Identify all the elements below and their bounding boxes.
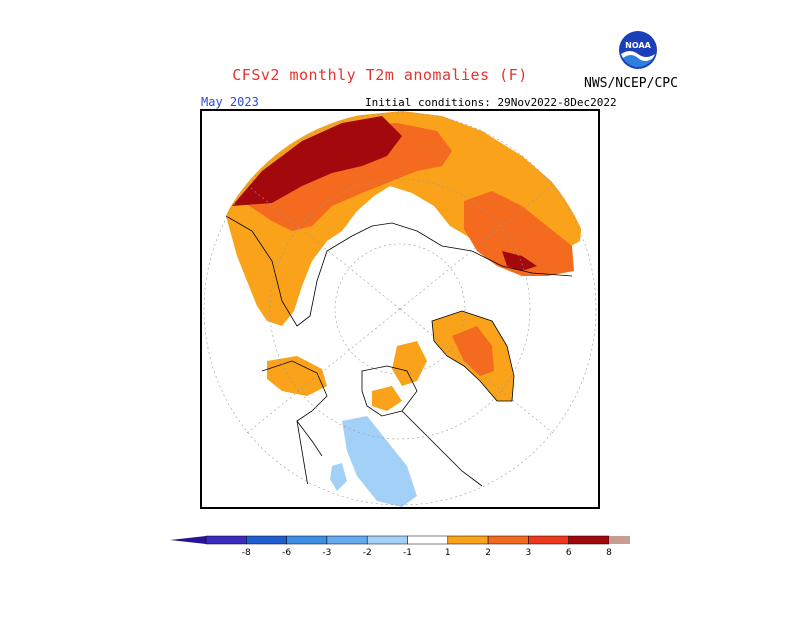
colorbar-swatch: [407, 535, 449, 545]
colorbar-tick-label: 3: [525, 548, 532, 558]
colorbar-tick-label: -3: [322, 548, 332, 558]
colorbar-swatch: [205, 535, 247, 545]
colorbar-tick-label: -1: [403, 548, 412, 558]
anomaly-region-europe-6: [502, 251, 537, 271]
anomaly-region-asia-3: [242, 123, 452, 231]
map-panel: [200, 109, 600, 509]
colorbar-tick-label: 6: [565, 548, 572, 558]
anomaly-region-pacific-cool: [342, 416, 417, 507]
colorbar-swatch: [487, 535, 529, 545]
colorbar-swatch: [286, 535, 328, 545]
anomaly-region-asia-6: [232, 116, 402, 206]
colorbar-high-swatch: [609, 536, 630, 544]
initial-conditions: Initial conditions: 29Nov2022-8Dec2022: [365, 96, 617, 109]
colorbar-tick-label: -8: [241, 548, 251, 558]
colorbar-swatch: [447, 535, 489, 545]
anomaly-region-alaska: [267, 356, 327, 396]
colorbar-low-end: [170, 536, 206, 544]
colorbar-tick-label: -2: [362, 548, 372, 558]
anomaly-region-canada-arctic: [392, 341, 427, 386]
anomaly-region-europe: [464, 191, 574, 276]
color-scale-bar: [170, 535, 630, 545]
colorbar-swatch: [326, 535, 368, 545]
polar-map: [203, 111, 597, 507]
coastlines: [225, 215, 573, 507]
graticule: [203, 112, 597, 506]
chart-title: CFSv2 monthly T2m anomalies (F): [232, 66, 528, 84]
noaa-logo-icon: NOAA: [619, 31, 657, 69]
colorbar-tick-label: 8: [606, 548, 612, 558]
agency-label: NWS/NCEP/CPC: [584, 76, 678, 91]
colorbar-tick-label: 1: [444, 548, 451, 558]
colorbar-swatch: [528, 535, 569, 545]
anomaly-region-greenland-2: [452, 326, 494, 376]
valid-month: May 2023: [201, 95, 259, 109]
colorbar-tick-label: 2: [485, 548, 491, 558]
colorbar-swatch: [246, 535, 287, 545]
noaa-logo-text: NOAA: [625, 41, 651, 50]
anomaly-region-pacific-cool-2: [330, 463, 347, 491]
colorbar-tick-label: -6: [282, 548, 292, 558]
colorbar-swatch: [366, 535, 408, 545]
colorbar-swatch: [568, 535, 610, 545]
anomaly-region-hudson: [372, 386, 402, 411]
